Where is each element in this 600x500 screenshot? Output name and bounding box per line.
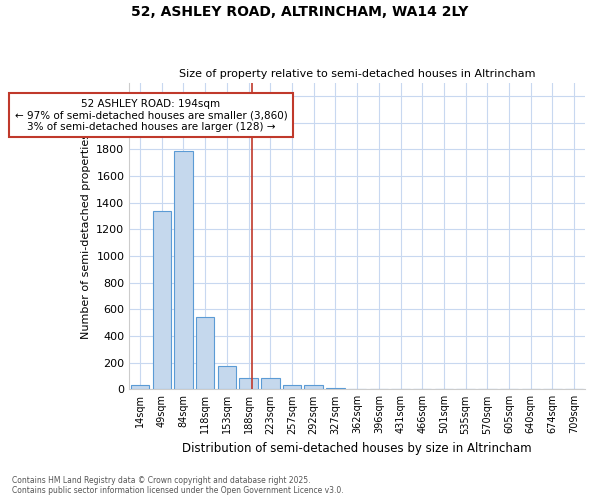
Bar xyxy=(326,388,344,390)
X-axis label: Distribution of semi-detached houses by size in Altrincham: Distribution of semi-detached houses by … xyxy=(182,442,532,455)
Bar xyxy=(131,386,149,390)
Text: 52, ASHLEY ROAD, ALTRINCHAM, WA14 2LY: 52, ASHLEY ROAD, ALTRINCHAM, WA14 2LY xyxy=(131,5,469,19)
Bar xyxy=(261,378,280,390)
Y-axis label: Number of semi-detached properties: Number of semi-detached properties xyxy=(80,133,91,339)
Bar xyxy=(174,150,193,390)
Bar xyxy=(196,318,214,390)
Text: Contains HM Land Registry data © Crown copyright and database right 2025.
Contai: Contains HM Land Registry data © Crown c… xyxy=(12,476,344,495)
Bar xyxy=(218,366,236,390)
Text: 52 ASHLEY ROAD: 194sqm
← 97% of semi-detached houses are smaller (3,860)
3% of s: 52 ASHLEY ROAD: 194sqm ← 97% of semi-det… xyxy=(14,98,287,132)
Bar xyxy=(304,386,323,390)
Bar xyxy=(152,210,171,390)
Title: Size of property relative to semi-detached houses in Altrincham: Size of property relative to semi-detach… xyxy=(179,69,535,79)
Bar xyxy=(283,386,301,390)
Bar xyxy=(239,378,258,390)
